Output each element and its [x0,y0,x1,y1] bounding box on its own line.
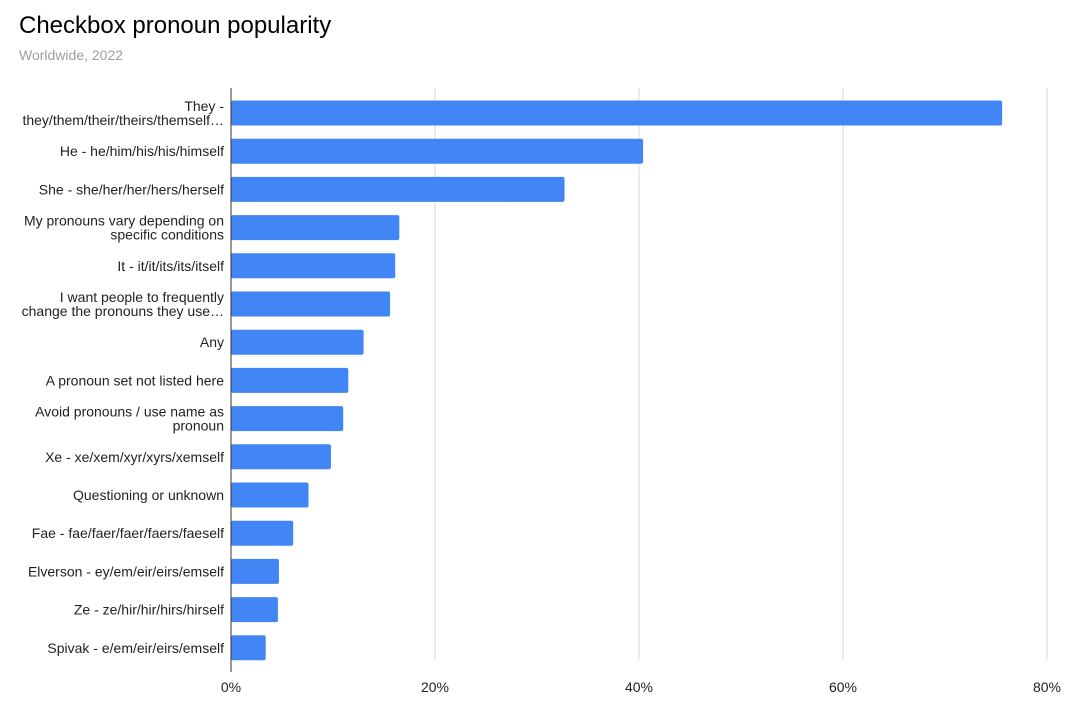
x-tick-label: 20% [421,679,449,695]
bar [231,215,400,241]
category-label: specific conditions [110,227,224,243]
bar [231,291,391,317]
category-label: A pronoun set not listed here [46,372,224,388]
bar [231,176,565,202]
chart-subtitle: Worldwide, 2022 [19,47,124,63]
category-label: Xe - xe/xem/xyr/xyrs/xemself [45,449,224,465]
x-tick-label: 0% [221,679,241,695]
category-label: My pronouns vary depending on [24,213,224,229]
category-label: change the pronouns they use… [22,303,224,319]
chart-title: Checkbox pronoun popularity [19,12,332,39]
category-label: pronoun [173,418,224,434]
category-label: They - [184,98,224,114]
bar [231,482,309,508]
x-tick-label: 80% [1033,679,1061,695]
bar [231,367,349,393]
bar [231,100,1003,126]
bar [231,253,396,279]
bar [231,597,278,623]
x-tick-label: 40% [625,679,653,695]
bar [231,138,644,164]
category-label: I want people to frequently [60,289,224,305]
category-label: Fae - fae/faer/faer/faers/faeself [32,525,224,541]
bar [231,444,331,470]
bar [231,635,266,661]
category-label: Questioning or unknown [73,487,224,503]
category-label: they/them/their/theirs/themself… [22,112,224,128]
category-label: She - she/her/her/hers/herself [39,181,224,197]
category-label: Ze - ze/hir/hir/hirs/hirself [74,602,224,618]
bar [231,558,279,584]
bar [231,520,294,546]
bar [231,406,344,432]
category-label: Elverson - ey/em/eir/eirs/emself [28,563,224,579]
category-label: Any [200,334,224,350]
category-label: Avoid pronouns / use name as [35,404,224,420]
category-label: It - it/it/its/its/itself [117,258,224,274]
category-label: He - he/him/his/his/himself [60,143,224,159]
bar [231,329,364,355]
category-label: Spivak - e/em/eir/eirs/emself [47,640,224,656]
x-tick-label: 60% [829,679,857,695]
